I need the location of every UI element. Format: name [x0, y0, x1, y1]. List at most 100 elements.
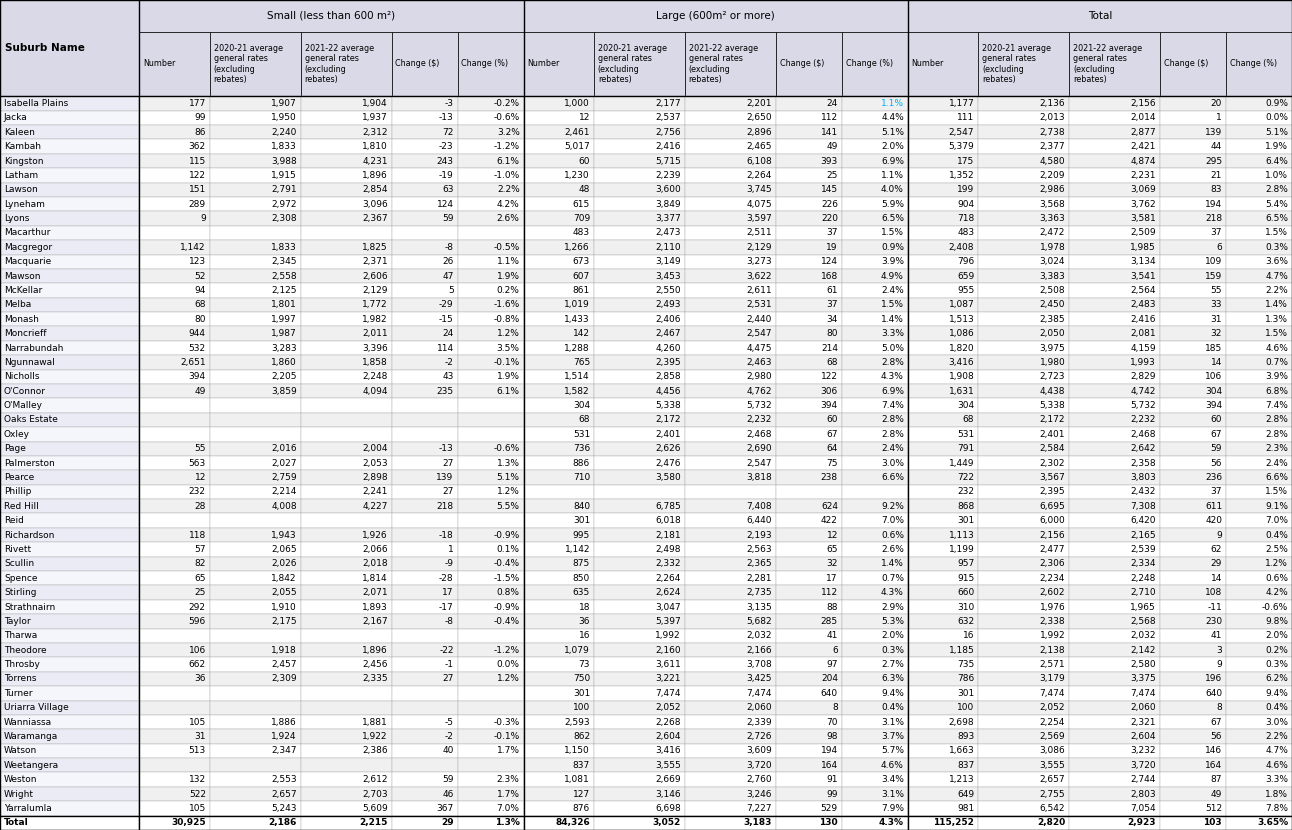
Bar — [140, 139, 209, 154]
Bar — [594, 355, 685, 369]
Text: -19: -19 — [439, 171, 453, 180]
Text: Narrabundah: Narrabundah — [4, 344, 63, 353]
Text: 1,907: 1,907 — [271, 99, 297, 108]
Bar — [842, 514, 908, 528]
Text: 1,924: 1,924 — [271, 732, 297, 741]
Bar — [594, 571, 685, 585]
Bar — [594, 514, 685, 528]
Bar — [457, 485, 523, 499]
Bar — [775, 801, 842, 816]
Text: 981: 981 — [957, 804, 974, 813]
Text: 4.7%: 4.7% — [1265, 271, 1288, 281]
Text: 194: 194 — [1205, 200, 1222, 208]
Bar — [685, 557, 775, 571]
Bar — [685, 226, 775, 240]
Bar — [1160, 32, 1226, 96]
Bar — [140, 456, 209, 471]
Text: 3: 3 — [1216, 646, 1222, 655]
Bar — [301, 816, 391, 830]
Text: 5,379: 5,379 — [948, 142, 974, 151]
Text: 1.9%: 1.9% — [496, 373, 519, 381]
Bar — [391, 744, 457, 758]
Text: 2,032: 2,032 — [747, 632, 771, 640]
Bar — [594, 32, 685, 96]
Bar — [391, 528, 457, 542]
Text: -0.5%: -0.5% — [494, 243, 519, 251]
Bar — [457, 355, 523, 369]
Text: -0.4%: -0.4% — [494, 617, 519, 626]
Text: 292: 292 — [189, 603, 205, 612]
Bar — [457, 384, 523, 398]
Text: -2: -2 — [444, 358, 453, 367]
Bar — [775, 298, 842, 312]
Text: 4,094: 4,094 — [362, 387, 388, 396]
Text: Stirling: Stirling — [4, 588, 36, 597]
Bar — [391, 571, 457, 585]
Text: Kaleen: Kaleen — [4, 128, 35, 137]
Bar — [1160, 298, 1226, 312]
Text: 735: 735 — [957, 660, 974, 669]
Bar — [0, 96, 140, 110]
Text: 2021-22 average
general rates
(excluding
rebates): 2021-22 average general rates (excluding… — [1072, 44, 1142, 84]
Bar — [978, 514, 1068, 528]
Bar — [594, 125, 685, 139]
Bar — [908, 32, 978, 96]
Bar — [457, 614, 523, 628]
Text: 2,335: 2,335 — [362, 675, 388, 683]
Text: 2.2%: 2.2% — [1265, 286, 1288, 295]
Text: 3,609: 3,609 — [747, 746, 771, 755]
Text: 3.3%: 3.3% — [881, 330, 904, 338]
Bar — [1068, 154, 1160, 168]
Bar — [301, 96, 391, 110]
Bar — [391, 283, 457, 298]
Bar — [391, 269, 457, 283]
Bar — [391, 369, 457, 384]
Bar — [209, 255, 301, 269]
Text: 640: 640 — [1205, 689, 1222, 698]
Text: Total: Total — [1088, 11, 1112, 21]
Text: 301: 301 — [572, 516, 590, 525]
Bar — [978, 212, 1068, 226]
Bar — [1226, 240, 1292, 255]
Text: Weston: Weston — [4, 775, 37, 784]
Bar — [775, 212, 842, 226]
Bar — [209, 298, 301, 312]
Bar — [775, 384, 842, 398]
Bar — [908, 571, 978, 585]
Text: 31: 31 — [1211, 315, 1222, 324]
Text: 5.9%: 5.9% — [881, 200, 904, 208]
Text: 6.5%: 6.5% — [1265, 214, 1288, 223]
Bar — [391, 298, 457, 312]
Bar — [685, 571, 775, 585]
Text: -17: -17 — [439, 603, 453, 612]
Bar — [1226, 183, 1292, 197]
Bar — [457, 773, 523, 787]
Text: 2,302: 2,302 — [1040, 459, 1065, 467]
Bar — [140, 413, 209, 427]
Bar — [457, 110, 523, 125]
Text: Oaks Estate: Oaks Estate — [4, 416, 58, 424]
Text: 1,910: 1,910 — [271, 603, 297, 612]
Bar — [594, 744, 685, 758]
Text: 2,268: 2,268 — [655, 718, 681, 726]
Bar — [140, 528, 209, 542]
Text: 82: 82 — [195, 559, 205, 569]
Bar — [1226, 269, 1292, 283]
Text: 3,149: 3,149 — [655, 257, 681, 266]
Bar — [594, 283, 685, 298]
Text: 2.2%: 2.2% — [497, 185, 519, 194]
Text: -1.0%: -1.0% — [494, 171, 519, 180]
Text: 3.1%: 3.1% — [881, 789, 904, 798]
Text: 2,563: 2,563 — [747, 545, 771, 554]
Bar — [391, 226, 457, 240]
Text: 218: 218 — [437, 502, 453, 510]
Bar — [0, 240, 140, 255]
Text: 2020-21 average
general rates
(excluding
rebates): 2020-21 average general rates (excluding… — [598, 44, 667, 84]
Bar — [1160, 571, 1226, 585]
Text: 6,018: 6,018 — [655, 516, 681, 525]
Text: O'Connor: O'Connor — [4, 387, 47, 396]
Bar — [1068, 341, 1160, 355]
Bar — [209, 787, 301, 801]
Text: Macquarie: Macquarie — [4, 257, 52, 266]
Bar — [0, 326, 140, 341]
